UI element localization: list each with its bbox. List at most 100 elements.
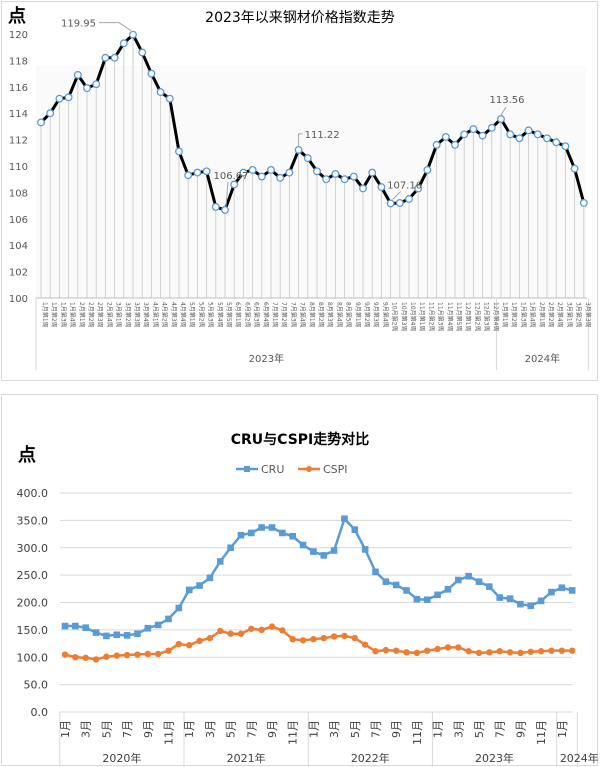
data-point-cru [527,602,535,610]
x-tick-label: 4月第1周 [151,302,159,328]
data-point-cru [434,591,441,599]
x-tick-label: 8月第2周 [317,302,325,328]
x-tick-label: 4月第2周 [161,302,169,328]
data-point-cspi [144,650,151,658]
data-point-cspi [465,648,472,655]
data-point [202,167,211,176]
data-point-cru [537,597,545,605]
x-tick-label: 5月第2周 [197,302,205,328]
data-point-cspi [72,654,79,661]
x-tick-label: 1月 [59,720,72,738]
legend-marker [306,466,312,472]
x-tick-label: 5月第4周 [216,302,224,328]
data-point-cru [123,632,131,639]
data-point [175,147,183,156]
data-point-cru [361,546,369,553]
data-point-cru [455,576,462,584]
x-tick-label: 9月第4周 [381,302,389,328]
x-tick-label: 12月第3周 [483,302,491,331]
data-point [101,53,110,62]
data-point-cru [423,596,431,604]
data-point-cspi [444,644,452,651]
data-point-cspi [154,650,162,658]
data-point [267,166,275,174]
x-tick-label: 3月 [328,720,341,738]
data-point-cru [185,586,193,594]
x-tick-label: 1月第3周 [59,302,67,328]
data-point-cspi [496,648,503,655]
x-tick-label: 1月第2周 [50,302,58,328]
data-point-cspi [537,648,545,655]
x-tick-label: 3月第4周 [142,302,150,328]
data-point [340,175,349,184]
x-tick-label: 12月第2周 [473,302,481,331]
x-tick-label: 5月第1周 [188,302,196,328]
x-tick-label: 1月第3周 [519,302,527,328]
cru-cspi-chart-panel [1,394,598,766]
data-point-cspi [134,651,141,658]
data-point [460,130,469,139]
x-tick-label: 1月 [432,720,445,738]
data-point [469,125,478,133]
legend-label: CRU [261,463,284,476]
data-point-cru [506,595,514,602]
data-point-cru [496,594,503,601]
data-point-cru [216,558,224,565]
x-tick-label: 11月 [535,720,548,745]
data-point-cspi [330,633,338,640]
y-tick-label: 200.0 [17,597,49,610]
data-point [331,169,340,178]
data-point [386,199,395,208]
data-point-cspi [196,637,203,645]
x-tick-label: 3月第3周 [133,302,141,328]
data-point [285,168,294,177]
data-point [46,109,55,118]
x-tick-label: 9月第3周 [372,302,380,328]
x-tick-label: 10月第3周 [400,302,408,331]
data-point-cspi [475,649,483,657]
data-point-cru [486,583,493,590]
data-point [138,48,147,57]
data-point [368,168,377,177]
x-tick-label: 7月第3周 [289,302,297,328]
data-point-cspi [568,647,576,654]
data-point [239,168,248,177]
x-tick-label: 3月 [204,720,217,738]
data-point-cru [403,587,410,594]
chart-title: CRU与CSPI走势对比 [231,431,370,448]
data-point [184,171,193,180]
x-tick-label: 3月第2周 [575,302,583,328]
x-tick-label: 8月第3周 [326,302,334,328]
x-tick-label: 1月第2周 [510,302,518,328]
year-label: 2020年 [102,751,141,765]
x-tick-label: 9月 [266,720,279,738]
data-point-cspi [361,641,369,648]
data-point [543,134,551,143]
data-point [248,166,257,174]
data-point [432,140,441,149]
data-point-cru [237,531,245,539]
data-point-cru [341,515,348,523]
x-tick-label: 10月第4周 [409,302,417,331]
x-tick-label: 6月第3周 [253,302,261,328]
data-point [129,30,137,39]
x-tick-label: 1月第1周 [41,302,49,328]
year-label: 2021年 [227,751,266,765]
data-point-cru [248,529,255,537]
y-unit-label: 点 [8,5,26,27]
x-tick-label: 6月第2周 [243,302,251,328]
legend-label: CSPI [323,463,348,476]
data-label: 119.95 [61,19,96,30]
data-point [313,167,321,176]
data-point-cru [475,578,483,585]
x-tick-label: 2月第4周 [556,302,564,328]
data-point-cspi [279,627,286,634]
data-point-cru [134,630,141,638]
x-tick-label: 2月第2周 [547,302,555,328]
data-point-cru [258,524,265,531]
x-tick-label: 11月 [287,720,300,745]
x-tick-label: 3月 [452,720,465,738]
leader-line [298,133,303,146]
data-point [83,84,91,93]
x-tick-label: 5月第3周 [207,302,215,328]
